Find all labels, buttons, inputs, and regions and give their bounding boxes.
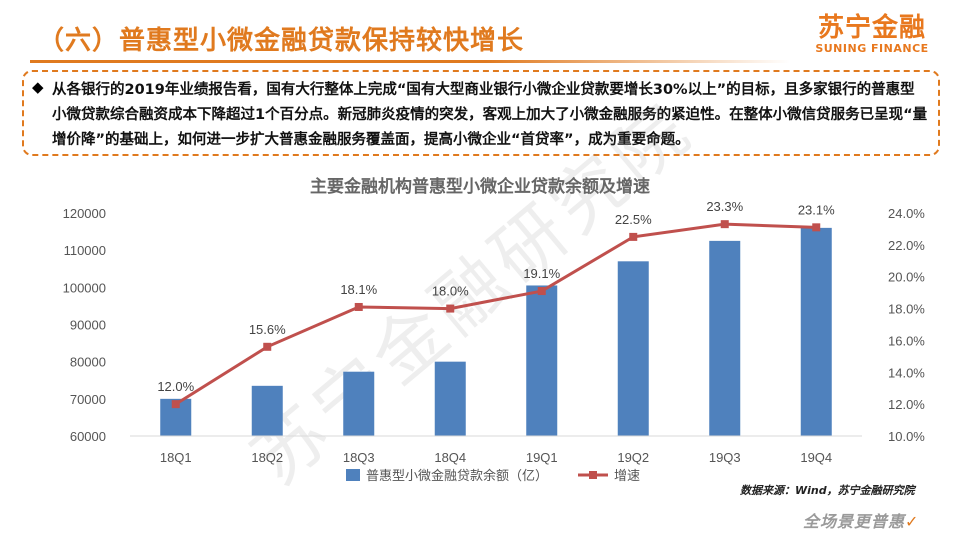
x-tick-label: 19Q3 [709,450,741,465]
line-point [812,223,821,232]
left-tick-label: 120000 [63,206,106,221]
right-tick-label: 16.0% [888,333,925,348]
bar [800,227,832,436]
x-tick-label: 19Q2 [617,450,649,465]
x-tick-label: 18Q1 [160,450,192,465]
left-tick-label: 60000 [70,429,106,444]
right-tick-label: 20.0% [888,270,925,285]
data-label: 18.1% [340,282,377,297]
right-tick-label: 14.0% [888,365,925,380]
line-point [537,287,546,296]
legend-bar-swatch [346,469,360,481]
data-label: 19.1% [523,266,560,281]
data-label: 18.0% [432,284,469,299]
bar [251,385,283,436]
data-label: 15.6% [249,322,286,337]
line-point [629,232,638,241]
left-tick-label: 110000 [64,243,106,258]
title-underline [30,60,790,63]
bar [709,240,741,436]
diamond-bullet-icon: ◆ [32,78,44,96]
bar [343,371,375,436]
slogan: 全场景更普惠✓ [803,508,919,532]
bar [434,361,466,436]
line-point [720,220,729,229]
logo-text-cn: 苏宁金融 [817,13,926,43]
brand-logo: 苏宁金融 SUNING FINANCE [812,14,932,60]
left-tick-label: 100000 [63,280,106,295]
data-label: 23.1% [798,202,835,217]
line-point [171,400,180,409]
data-label: 23.3% [706,199,743,214]
logo-text-en: SUNING FINANCE [815,42,929,55]
data-source-note: 数据来源：Wind，苏宁金融研究院 [740,484,915,497]
right-tick-label: 12.0% [888,397,925,412]
x-axis: 18Q1 18Q2 18Q3 18Q4 19Q1 19Q2 19Q3 19Q4 [130,435,862,465]
right-tick-label: 22.0% [888,238,925,253]
bar-series [160,227,832,436]
line-point [263,342,272,351]
legend-bar-label: 普惠型小微金融贷款余额（亿） [366,468,548,484]
line-point [446,304,455,313]
page-title: （六）普惠型小微金融贷款保持较快增长 [38,26,525,56]
summary-box: ◆ 从各银行的2019年业绩报告看，国有大行整体上完成“国有大型商业银行小微企业… [22,70,940,156]
check-icon: ✓ [905,512,920,531]
right-tick-label: 18.0% [888,302,925,317]
growth-line [174,222,817,406]
x-tick-label: 18Q2 [251,450,283,465]
legend-line-marker [589,471,597,479]
line-point [354,302,363,311]
legend: 普惠型小微金融贷款余额（亿） 增速 [346,468,640,484]
chart-title: 主要金融机构普惠型小微企业贷款余额及增速 [310,177,650,197]
bar [526,285,558,436]
x-tick-label: 19Q4 [800,450,832,465]
line-series: 12.0% 15.6% 18.1% 18.0% 19.1% 22.5% 23.3% 23.1% [157,199,835,409]
bar [617,261,649,436]
data-label: 12.0% [157,379,194,394]
legend-line-label: 增速 [614,469,640,484]
left-tick-label: 80000 [70,355,106,370]
right-tick-label: 10.0% [888,429,925,444]
summary-text: 从各银行的2019年业绩报告看，国有大行整体上完成“国有大型商业银行小微企业贷款… [52,82,928,148]
x-tick-label: 18Q4 [434,450,466,465]
right-axis: 10.0% 12.0% 14.0% 16.0% 18.0% 20.0% 22.0% 24.0% [888,206,925,444]
data-label: 22.5% [615,212,652,227]
x-tick-label: 18Q3 [343,450,375,465]
left-tick-label: 90000 [70,318,106,333]
x-tick-label: 19Q1 [526,450,558,465]
left-tick-label: 70000 [70,392,106,407]
slogan-text: 全场景更普惠 [803,512,906,531]
left-axis: 60000 70000 80000 90000 100000 110000 120000 [63,206,106,444]
right-tick-label: 24.0% [888,206,925,221]
